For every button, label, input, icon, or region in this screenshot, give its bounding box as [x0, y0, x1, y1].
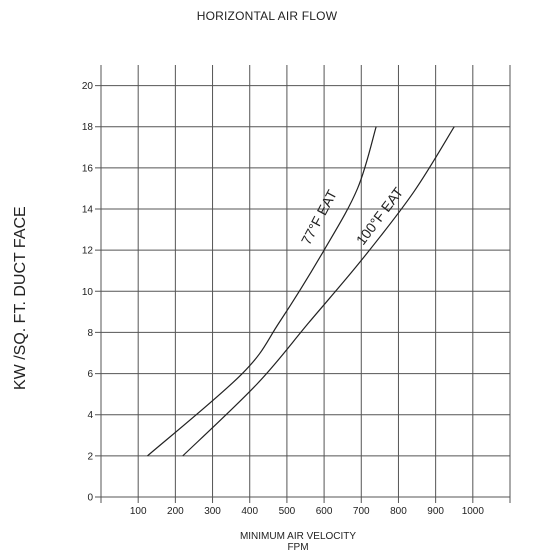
- x-tick-label: 600: [316, 506, 333, 517]
- x-tick-label: 400: [241, 506, 258, 517]
- y-tick-label: 2: [87, 451, 93, 462]
- y-tick-label: 10: [82, 287, 94, 298]
- x-tick-label: 300: [204, 506, 221, 517]
- x-tick-label: 800: [390, 506, 407, 517]
- chart-title: HORIZONTAL AIR FLOW: [196, 9, 338, 23]
- x-tick-label: 200: [167, 506, 184, 517]
- series-label-1: 77°F EAT: [298, 187, 340, 248]
- series-line-2: [182, 126, 455, 457]
- x-axis-label-line2: FPM: [287, 542, 309, 553]
- y-tick-label: 16: [82, 163, 94, 174]
- y-tick-label: 8: [87, 328, 93, 339]
- y-tick-label: 6: [87, 369, 93, 380]
- x-tick-label: 100: [130, 506, 147, 517]
- y-tick-label: 14: [82, 205, 94, 216]
- y-tick-label: 4: [87, 410, 93, 421]
- x-tick-label: 700: [353, 506, 370, 517]
- x-axis-label-line1: MINIMUM AIR VELOCITY: [239, 531, 357, 542]
- y-tick-label: 20: [82, 81, 94, 92]
- series-line-1: [147, 126, 377, 457]
- y-tick-label: 0: [87, 493, 93, 504]
- x-tick-label: 500: [279, 506, 296, 517]
- x-tick-label: 900: [427, 506, 444, 517]
- y-tick-label: 18: [82, 122, 94, 133]
- x-axis-label: MINIMUM AIR VELOCITY FPM: [0, 531, 534, 553]
- y-tick-label: 12: [82, 246, 94, 257]
- x-tick-label: 1000: [462, 506, 485, 517]
